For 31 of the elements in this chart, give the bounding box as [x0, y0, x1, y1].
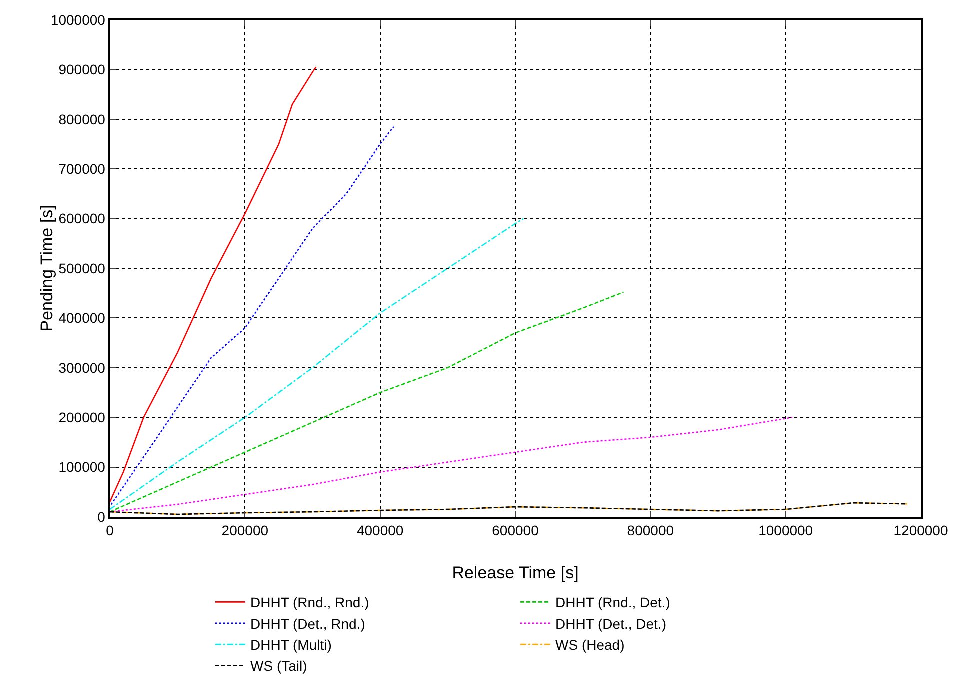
- line-series: [110, 218, 524, 510]
- y-tick-label: 500000: [58, 260, 106, 276]
- y-tick-label: 600000: [58, 210, 106, 227]
- y-axis-title: Pending Time [s]: [38, 205, 57, 332]
- legend-label: DHHT (Rnd., Det.): [556, 594, 670, 611]
- legend-label: DHHT (Rnd., Rnd.): [250, 594, 370, 611]
- legend-label: WS (Tail): [250, 658, 308, 674]
- legend-label: DHHT (Det., Rnd.): [250, 616, 366, 632]
- x-tick-label: 800000: [627, 522, 674, 539]
- x-tick-label: 200000: [222, 522, 269, 539]
- y-tick-label: 300000: [58, 360, 106, 376]
- y-tick-label: 1000000: [50, 12, 106, 28]
- x-tick-label: 600000: [492, 522, 540, 539]
- x-axis-title: Release Time [s]: [452, 564, 579, 582]
- x-tick-label: 400000: [356, 522, 404, 539]
- legend-label: WS (Head): [556, 637, 625, 654]
- line-series: [110, 292, 624, 513]
- y-tick-label: 700000: [58, 161, 106, 177]
- legend-label: DHHT (Multi): [250, 637, 332, 654]
- y-tick-label: 900000: [58, 62, 106, 78]
- line-series: [110, 126, 394, 506]
- y-tick-label: 0: [98, 508, 106, 525]
- y-tick-label: 400000: [58, 310, 106, 326]
- line-series: [110, 66, 317, 503]
- x-tick-label: 1200000: [894, 522, 948, 539]
- x-tick-label: 1000000: [758, 522, 814, 539]
- line-series: [110, 416, 794, 513]
- y-tick-label: 800000: [58, 111, 106, 128]
- y-tick-label: 200000: [58, 410, 106, 426]
- y-tick-label: 100000: [58, 459, 106, 476]
- legend-label: DHHT (Det., Det.): [556, 616, 666, 632]
